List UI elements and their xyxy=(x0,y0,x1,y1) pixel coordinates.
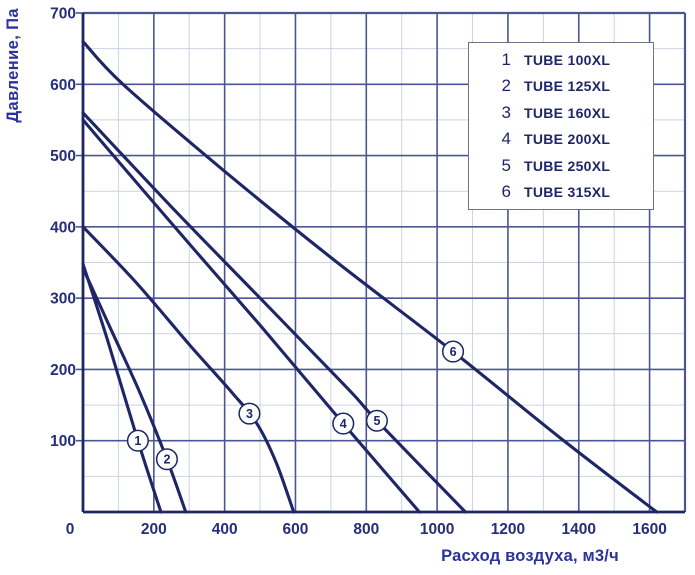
y-tick-label-400: 400 xyxy=(50,219,76,236)
curve-tube-100xl xyxy=(81,262,163,514)
curve-tube-315xl xyxy=(81,39,659,514)
x-tick-label-1200: 1200 xyxy=(491,521,525,538)
curve-tube-160xl xyxy=(81,225,296,514)
curve-tube-200xl xyxy=(81,118,421,514)
legend-item-number: 2 xyxy=(501,76,511,96)
curve-marker-number-6: 6 xyxy=(450,345,457,359)
legend-item-label: TUBE 250XL xyxy=(524,157,611,174)
y-tick-label-200: 200 xyxy=(50,362,76,379)
legend-item-label: TUBE 315XL xyxy=(524,184,611,201)
legend-item-label: TUBE 200XL xyxy=(524,131,611,148)
x-tick-label-800: 800 xyxy=(353,521,379,538)
x-tick-label-0: 0 xyxy=(66,521,75,538)
y-tick-label-700: 700 xyxy=(50,6,76,23)
curve-marker-3 xyxy=(238,402,261,425)
legend: 1 TUBE 100XL 2 TUBE 125XL 3 TUBE 160XL 4… xyxy=(468,42,654,210)
curve-marker-number-5: 5 xyxy=(373,414,380,428)
curve-marker-5 xyxy=(365,409,388,432)
x-tick-label-400: 400 xyxy=(212,521,238,538)
legend-item-number: 6 xyxy=(501,182,511,202)
legend-item: 6 TUBE 315XL xyxy=(493,179,653,206)
legend-item: 4 TUBE 200XL xyxy=(493,126,653,153)
x-tick-label-600: 600 xyxy=(283,521,309,538)
x-tick-label-1400: 1400 xyxy=(562,521,596,538)
legend-item-label: TUBE 160XL xyxy=(524,104,611,121)
legend-item: 2 TUBE 125XL xyxy=(493,73,653,100)
y-tick-label-100: 100 xyxy=(50,433,76,450)
x-axis-title: Расход воздуха, м3/ч xyxy=(441,547,619,565)
curve-tube-250xl xyxy=(81,111,467,514)
x-tick-label-1600: 1600 xyxy=(632,521,666,538)
x-tick-label-200: 200 xyxy=(141,521,167,538)
legend-item-label: TUBE 125XL xyxy=(524,78,611,95)
curve-marker-2 xyxy=(155,448,178,471)
legend-item-number: 3 xyxy=(501,102,511,122)
y-tick-label-600: 600 xyxy=(50,77,76,94)
curve-marker-number-2: 2 xyxy=(163,453,170,467)
legend-item-number: 4 xyxy=(501,129,511,149)
y-tick-label-300: 300 xyxy=(50,291,76,308)
curve-marker-6 xyxy=(442,340,465,363)
curve-marker-number-4: 4 xyxy=(340,417,347,431)
y-tick-label-500: 500 xyxy=(50,148,76,165)
legend-item-number: 1 xyxy=(501,49,511,69)
legend-item: 5 TUBE 250XL xyxy=(493,153,653,180)
curve-marker-number-1: 1 xyxy=(134,434,141,448)
curve-marker-4 xyxy=(332,412,355,435)
legend-item-label: TUBE 100XL xyxy=(524,51,611,68)
curve-marker-number-3: 3 xyxy=(246,407,253,421)
legend-item-number: 5 xyxy=(501,155,511,175)
curve-marker-1 xyxy=(126,429,149,452)
x-tick-label-1000: 1000 xyxy=(420,521,454,538)
curve-tube-125xl xyxy=(81,266,188,514)
legend-item: 1 TUBE 100XL xyxy=(493,46,653,73)
legend-item: 3 TUBE 160XL xyxy=(493,99,653,126)
